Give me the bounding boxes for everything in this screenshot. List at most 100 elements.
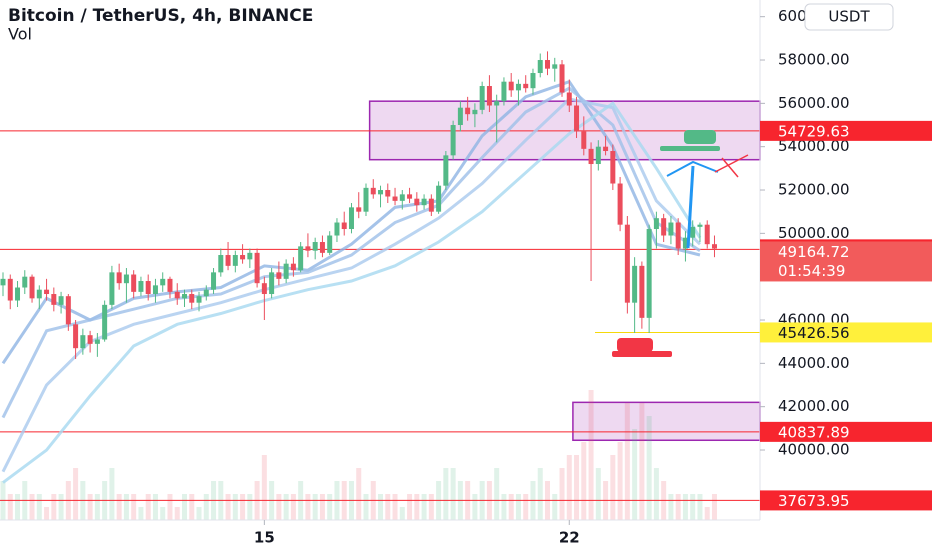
volume-bar: [196, 507, 202, 520]
volume-bar: [174, 507, 180, 520]
price-label: 54729.63: [778, 122, 850, 140]
candle-body: [465, 107, 471, 115]
volume-bar: [610, 455, 616, 520]
candle-body: [298, 246, 304, 271]
candle-body: [378, 190, 384, 195]
annotations: [612, 130, 749, 357]
candle-body: [523, 83, 529, 89]
candle-body: [675, 222, 681, 249]
candle-body: [632, 265, 638, 303]
volume-bar: [421, 494, 427, 520]
y-tick-label: 58000.00: [778, 51, 850, 69]
volume-bar: [87, 494, 93, 520]
candle-body: [312, 242, 318, 251]
volume-label: Vol: [8, 25, 32, 44]
volume-bar: [189, 494, 195, 520]
volume-bar: [138, 507, 144, 520]
candle-body: [182, 294, 187, 299]
volume-bar: [711, 494, 717, 520]
candle-body: [36, 289, 42, 299]
candle-body: [138, 281, 144, 292]
volume-bar: [690, 494, 696, 520]
volume-bar: [668, 494, 674, 520]
volume-bar: [182, 494, 187, 520]
candle-body: [174, 291, 180, 299]
y-tick-label: 40000.00: [778, 441, 850, 459]
candle-body: [196, 296, 202, 303]
candle-body: [436, 185, 442, 212]
volume-bar: [581, 442, 587, 520]
candle-body: [414, 198, 420, 206]
candle-body: [160, 278, 166, 286]
candle-body: [116, 272, 122, 284]
volume-bar: [7, 494, 13, 520]
volume-bar: [595, 468, 601, 520]
candle-body: [588, 148, 594, 165]
x-tick-label: 15: [254, 529, 275, 547]
candle-body: [232, 255, 238, 266]
volume-bar: [51, 494, 57, 520]
volume-bar: [167, 494, 173, 520]
candle-body: [290, 263, 296, 271]
candle-body: [690, 226, 696, 238]
candle-body: [152, 285, 158, 295]
candle-body: [624, 224, 630, 303]
volume-bar: [697, 494, 703, 520]
candle-body: [348, 207, 354, 230]
candle-body: [58, 296, 64, 305]
volume-bar: [632, 429, 638, 520]
candle-body: [15, 287, 21, 301]
candle-body: [443, 155, 449, 186]
volume-bar: [588, 390, 594, 520]
candle-body: [203, 289, 209, 297]
candle-body: [559, 64, 565, 93]
volume-bar: [515, 494, 521, 520]
candle-body: [87, 335, 93, 344]
candle-body: [603, 146, 609, 152]
currency-badge[interactable]: [804, 3, 894, 31]
volume-bar: [152, 494, 158, 520]
candle-body: [704, 224, 710, 245]
volume-bar: [356, 468, 362, 520]
candle-body: [711, 244, 717, 249]
volume-bar: [537, 468, 543, 520]
volume-bar: [653, 468, 659, 520]
candle-body: [319, 242, 325, 253]
volume-bar: [523, 494, 529, 520]
volume-bar: [145, 494, 151, 520]
volume-bar: [94, 494, 100, 520]
volume-bar: [682, 494, 688, 520]
candle-body: [457, 107, 463, 126]
volume-bar: [36, 494, 42, 520]
candle-body: [123, 274, 129, 284]
candle-body: [65, 296, 71, 325]
candle-body: [486, 86, 492, 106]
price-label: 49164.72: [778, 243, 850, 261]
candle-body: [109, 272, 115, 305]
volume-bar: [472, 494, 478, 520]
price-label: 40837.89: [778, 423, 850, 441]
volume-bar: [646, 416, 652, 520]
price-label: 45426.56: [778, 324, 850, 342]
y-tick-label: 52000.00: [778, 181, 850, 199]
volume-bar: [704, 507, 710, 520]
candle-body: [508, 81, 514, 91]
candle-body: [269, 272, 275, 295]
candle-body: [392, 196, 398, 201]
candle-body: [697, 224, 703, 227]
volume-bar: [392, 494, 398, 520]
candle-body: [102, 304, 108, 340]
candle-body: [515, 83, 521, 91]
volume-bar: [407, 494, 413, 520]
volume-bar: [116, 494, 122, 520]
price-label-box: [760, 120, 932, 141]
countdown-label: 01:54:39: [778, 262, 845, 280]
candle-body: [0, 278, 6, 286]
candle-body: [545, 60, 550, 69]
volume-bar: [327, 494, 333, 520]
volume-bar: [312, 494, 318, 520]
candle-body: [218, 255, 224, 273]
candle-body: [668, 222, 674, 236]
y-tick-label: 54000.00: [778, 137, 850, 155]
price-label-box: [760, 421, 932, 442]
